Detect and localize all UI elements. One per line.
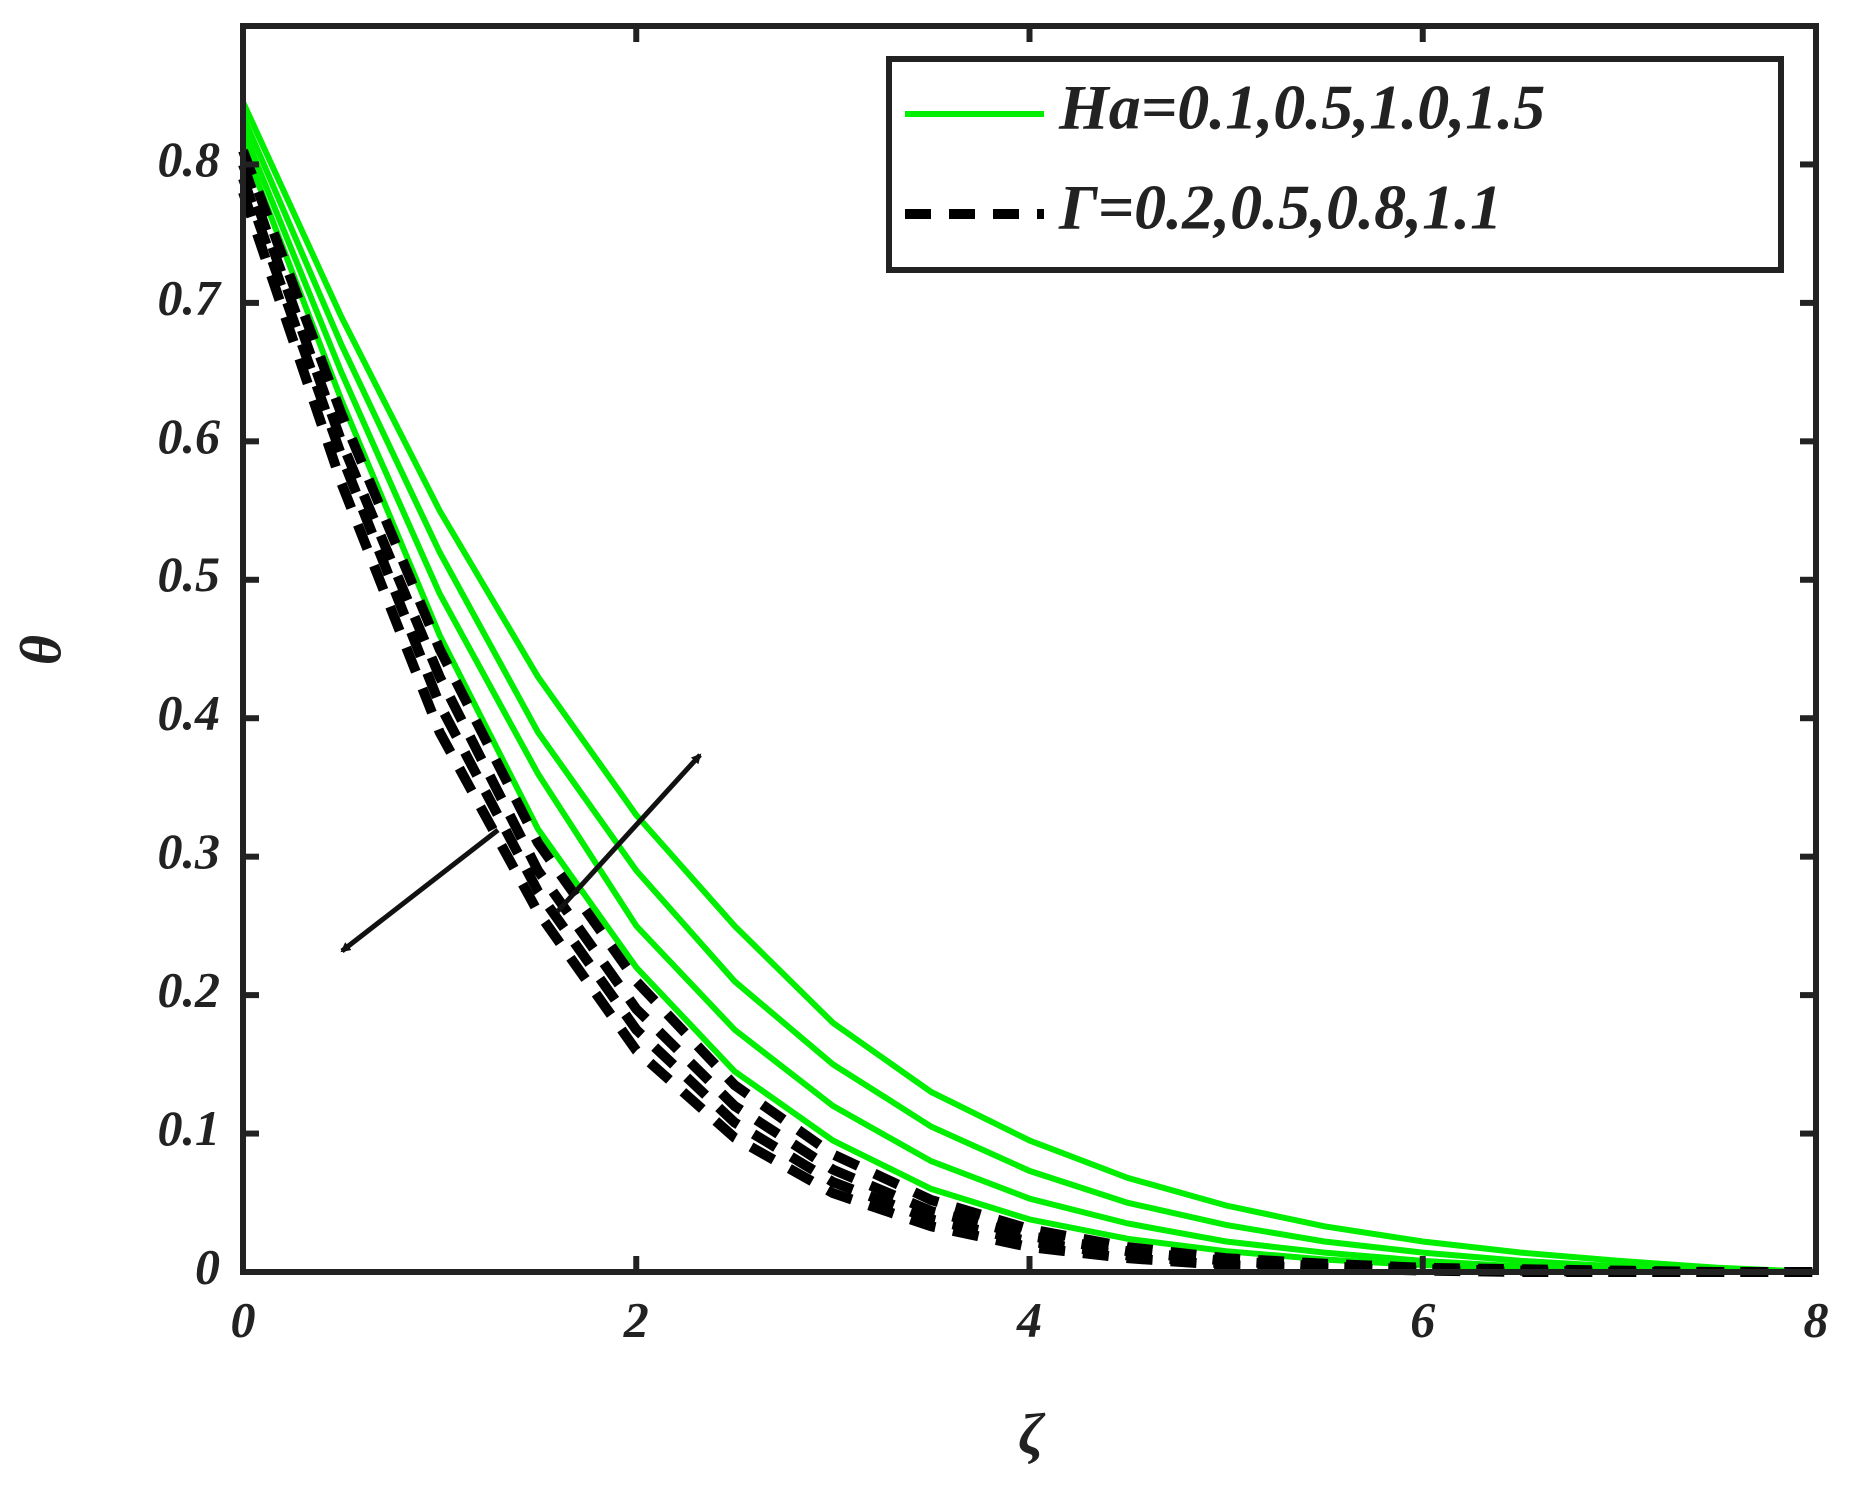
x-tick-label: 6 xyxy=(1410,1291,1435,1347)
y-tick-label: 0.1 xyxy=(158,1100,221,1156)
series-line xyxy=(240,114,1817,1275)
x-tick-label: 8 xyxy=(1804,1291,1829,1347)
y-tick-label: 0.3 xyxy=(158,823,221,879)
y-tick-label: 0.8 xyxy=(158,131,221,187)
arrow xyxy=(340,828,500,953)
series-line xyxy=(238,190,1816,1277)
legend-label: Γ=0.2,0.5,0.8,1.1 xyxy=(1058,172,1502,243)
y-tick-label: 0.7 xyxy=(158,269,223,325)
x-axis-label: ζ xyxy=(1018,1401,1046,1466)
x-tick-label: 4 xyxy=(1016,1291,1042,1347)
series-line xyxy=(240,128,1817,1275)
x-tick-label: 2 xyxy=(623,1291,649,1347)
series-line xyxy=(240,142,1817,1275)
y-tick-label: 0.6 xyxy=(158,408,221,464)
y-axis-label: θ xyxy=(8,635,73,665)
legend-box xyxy=(886,56,1784,273)
y-tick-label: 0.2 xyxy=(158,962,221,1018)
series-line xyxy=(238,148,1816,1277)
arrow xyxy=(555,753,702,914)
y-tick-label: 0 xyxy=(195,1238,220,1294)
legend-label: Ha=0.1,0.5,1.0,1.5 xyxy=(1058,72,1545,143)
y-tick-label: 0.5 xyxy=(158,546,221,602)
x-tick-label: 0 xyxy=(231,1291,256,1347)
series-line xyxy=(240,100,1817,1275)
y-tick-label: 0.4 xyxy=(158,685,221,741)
